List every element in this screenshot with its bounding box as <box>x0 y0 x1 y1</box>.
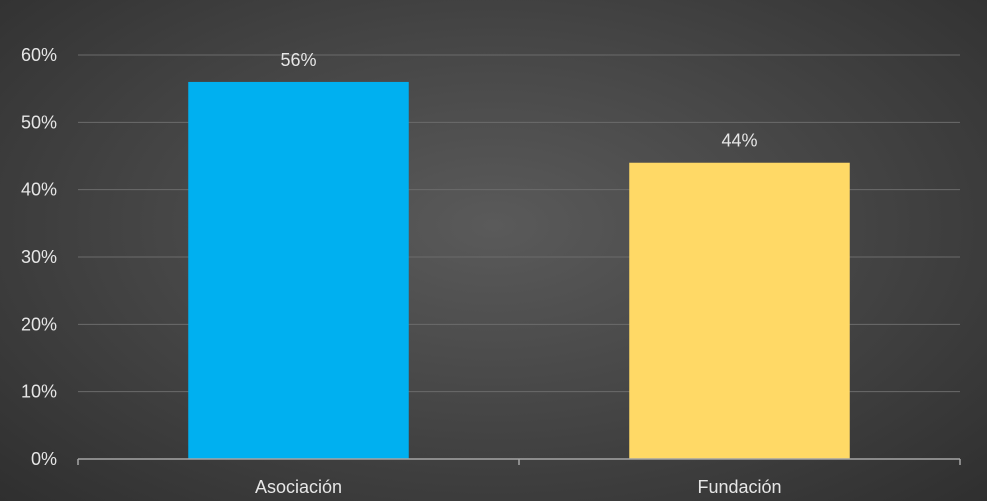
x-category-label: Asociación <box>255 477 342 497</box>
bars: 56% 44% <box>188 50 850 459</box>
y-tick-label: 30% <box>21 247 57 267</box>
y-tick-label: 20% <box>21 314 57 334</box>
y-axis-ticks: 0% 10% 20% 30% 40% 50% 60% <box>21 45 57 469</box>
x-axis: Asociación Fundación <box>77 458 961 497</box>
y-tick-label: 40% <box>21 180 57 200</box>
x-category-label: Fundación <box>697 477 781 497</box>
y-tick-label: 50% <box>21 112 57 132</box>
y-tick-label: 60% <box>21 45 57 65</box>
bar-1 <box>188 81 409 459</box>
data-label: 44% <box>721 131 757 151</box>
y-tick-label: 10% <box>21 382 57 402</box>
bar-2 <box>629 162 850 459</box>
y-tick-label: 0% <box>31 449 57 469</box>
data-label: 56% <box>280 50 316 70</box>
